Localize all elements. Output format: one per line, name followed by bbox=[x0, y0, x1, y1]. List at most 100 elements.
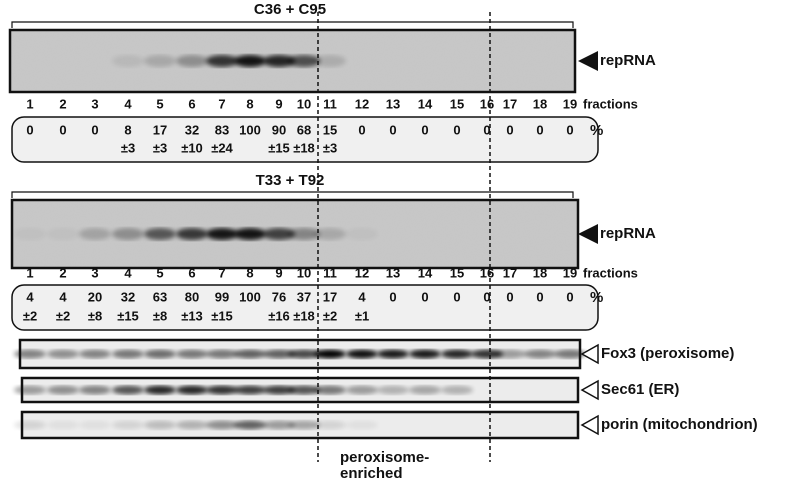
bracket bbox=[12, 22, 573, 28]
percent-error: ±3 bbox=[323, 140, 337, 155]
fraction-number: 13 bbox=[386, 96, 400, 111]
percent-error: ±3 bbox=[153, 140, 167, 155]
protein-band bbox=[234, 386, 266, 395]
protein-band bbox=[79, 350, 111, 359]
percent-error: ±3 bbox=[121, 140, 135, 155]
protein-band bbox=[206, 386, 238, 395]
percent-value: 15 bbox=[323, 122, 337, 137]
protein-band bbox=[112, 421, 144, 430]
percent-error: ±18 bbox=[293, 140, 315, 155]
fraction-number: 14 bbox=[418, 265, 433, 280]
protein-band bbox=[314, 350, 346, 359]
annotation: peroxisome- bbox=[340, 449, 429, 466]
blot-label: Fox3 (peroxisome) bbox=[601, 345, 734, 362]
percent-value: 83 bbox=[215, 122, 229, 137]
percent-value: 4 bbox=[59, 289, 67, 304]
percent-value: 32 bbox=[121, 289, 135, 304]
rna-band bbox=[144, 55, 176, 67]
percent-value: 0 bbox=[421, 289, 428, 304]
fraction-number: 2 bbox=[59, 96, 66, 111]
rna-band bbox=[314, 55, 346, 67]
fraction-number: 4 bbox=[124, 265, 132, 280]
percent-error: ±8 bbox=[153, 308, 167, 323]
percent-value: 0 bbox=[506, 122, 513, 137]
fraction-number: 18 bbox=[533, 96, 547, 111]
percent-value: 0 bbox=[566, 122, 573, 137]
percent-error: ±13 bbox=[181, 308, 203, 323]
protein-band bbox=[144, 421, 176, 430]
fraction-number: 16 bbox=[480, 96, 494, 111]
fraction-number: 3 bbox=[91, 96, 98, 111]
annotation: enriched bbox=[340, 465, 403, 482]
open-arrowhead bbox=[582, 345, 598, 363]
fraction-number: 10 bbox=[297, 96, 311, 111]
rna-band bbox=[314, 228, 346, 240]
fraction-number: 18 bbox=[533, 265, 547, 280]
fractions-label: fractions bbox=[583, 96, 638, 111]
percent-value: 80 bbox=[185, 289, 199, 304]
percent-error: ±2 bbox=[56, 308, 70, 323]
protein-band bbox=[524, 350, 556, 359]
fraction-number: 12 bbox=[355, 265, 369, 280]
fraction-number: 5 bbox=[156, 96, 163, 111]
fraction-number: 7 bbox=[218, 265, 225, 280]
page: {"panels": [ {"title": "C36 + C95", "ban… bbox=[0, 0, 807, 486]
fraction-number: 16 bbox=[480, 265, 494, 280]
protein-band bbox=[47, 386, 79, 395]
fraction-number: 8 bbox=[246, 96, 253, 111]
fraction-number: 19 bbox=[563, 96, 577, 111]
protein-band bbox=[47, 350, 79, 359]
fraction-number: 15 bbox=[450, 96, 464, 111]
percent-error: ±1 bbox=[355, 308, 369, 323]
fraction-number: 9 bbox=[275, 96, 282, 111]
rna-band bbox=[206, 55, 238, 67]
fraction-number: 1 bbox=[26, 265, 33, 280]
percent-value: 68 bbox=[297, 122, 311, 137]
figure: C36 + C95repRNA1234567891011121314151617… bbox=[0, 0, 807, 486]
fraction-number: 11 bbox=[323, 265, 337, 280]
percent-error: ±15 bbox=[268, 140, 290, 155]
percent-value: 100 bbox=[239, 122, 261, 137]
percent-value: 0 bbox=[566, 289, 573, 304]
percent-error: ±16 bbox=[268, 308, 290, 323]
rna-band bbox=[144, 228, 176, 240]
protein-band bbox=[112, 350, 144, 359]
band-label: repRNA bbox=[600, 225, 656, 242]
percent-error: ±15 bbox=[117, 308, 139, 323]
protein-band bbox=[206, 350, 238, 359]
rna-band bbox=[47, 228, 79, 240]
percent-value: 0 bbox=[389, 289, 396, 304]
protein-band bbox=[409, 386, 441, 395]
percent-error: ±10 bbox=[181, 140, 203, 155]
protein-band bbox=[47, 421, 79, 430]
protein-band bbox=[234, 350, 266, 359]
fraction-number: 19 bbox=[563, 265, 577, 280]
percent-error: ±15 bbox=[211, 308, 233, 323]
percent-value: 4 bbox=[358, 289, 366, 304]
rna-band bbox=[234, 228, 266, 240]
fraction-number: 13 bbox=[386, 265, 400, 280]
percent-value: 4 bbox=[26, 289, 34, 304]
protein-band bbox=[377, 350, 409, 359]
percent-value: 17 bbox=[323, 289, 337, 304]
protein-band bbox=[14, 421, 46, 430]
blot-label: porin (mitochondrion) bbox=[601, 416, 758, 433]
panel-title: T33 + T92 bbox=[256, 172, 325, 189]
fraction-number: 10 bbox=[297, 265, 311, 280]
fraction-number: 8 bbox=[246, 265, 253, 280]
percent-value: 0 bbox=[389, 122, 396, 137]
fraction-number: 5 bbox=[156, 265, 163, 280]
fraction-number: 1 bbox=[26, 96, 33, 111]
protein-band bbox=[206, 421, 238, 430]
fraction-number: 7 bbox=[218, 96, 225, 111]
protein-band bbox=[314, 386, 346, 395]
percent-error: ±24 bbox=[211, 140, 233, 155]
protein-band bbox=[441, 350, 473, 359]
protein-band bbox=[314, 421, 346, 430]
blot-label: Sec61 (ER) bbox=[601, 381, 679, 398]
bracket bbox=[12, 192, 573, 198]
percent-value: 17 bbox=[153, 122, 167, 137]
protein-band bbox=[377, 386, 409, 395]
percent-value: 99 bbox=[215, 289, 229, 304]
percent-error: ±2 bbox=[23, 308, 37, 323]
